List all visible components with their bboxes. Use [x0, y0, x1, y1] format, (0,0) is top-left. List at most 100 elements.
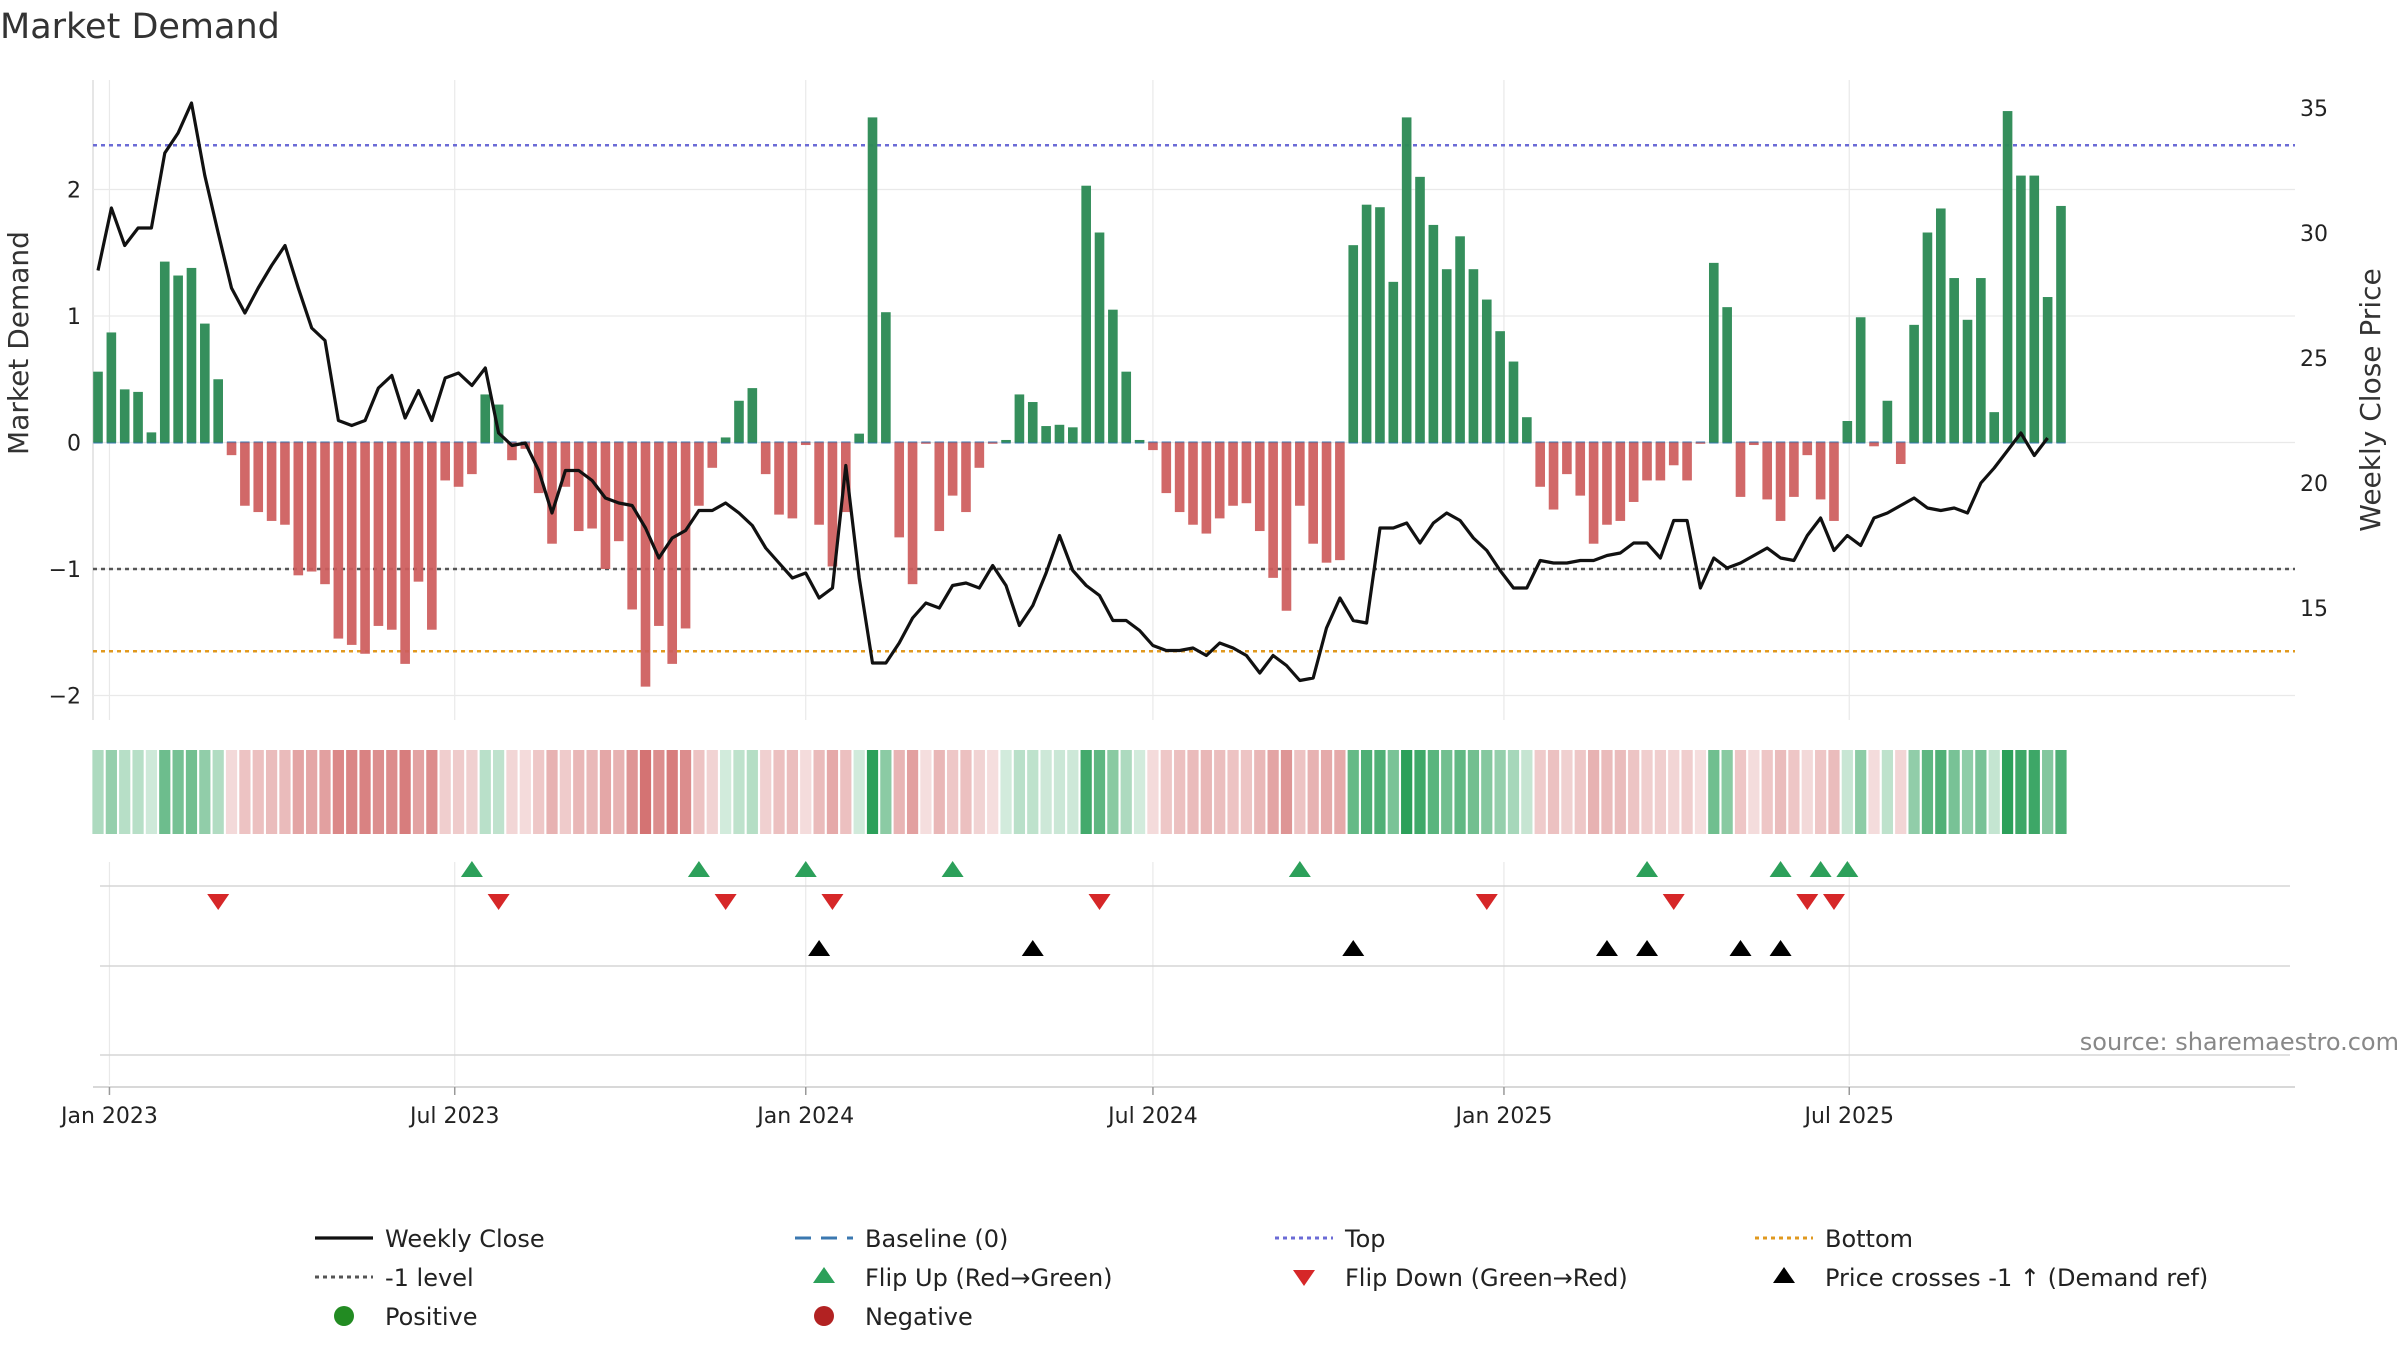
demand-bar-81 — [1174, 442, 1185, 513]
source-label: source: sharemaestro.com — [2080, 1028, 2399, 1056]
demand-bar-109 — [1548, 442, 1559, 510]
heat-cell-111 — [1574, 750, 1586, 834]
demand-bar-22 — [386, 442, 397, 630]
legend-item-9: Negative — [814, 1303, 973, 1331]
legend-item-1: Baseline (0) — [795, 1225, 1008, 1253]
demand-bar-45 — [694, 442, 704, 506]
heat-cell-102 — [1454, 750, 1466, 834]
heat-cell-146 — [2042, 750, 2054, 834]
y2-axis: 15 20 25 30 35 — [2300, 97, 2328, 622]
demand-bar-42 — [654, 442, 664, 626]
heat-cell-136 — [1908, 750, 1920, 834]
heat-cell-123 — [1734, 750, 1747, 834]
demand-bar-43 — [667, 442, 678, 664]
heat-cell-68 — [1000, 750, 1012, 834]
heat-cell-67 — [987, 750, 999, 834]
demand-bar-69 — [1014, 394, 1025, 443]
heat-cell-13 — [265, 750, 278, 834]
demand-bar-5 — [159, 261, 170, 443]
heat-cell-18 — [332, 750, 344, 834]
legend-label-6: Flip Down (Green→Red) — [1345, 1264, 1628, 1292]
demand-bar-121 — [1708, 262, 1719, 443]
demand-bar-41 — [640, 442, 651, 687]
heat-cell-25 — [426, 750, 438, 834]
flip-up-marker-7 — [1809, 861, 1832, 877]
heat-cell-109 — [1547, 750, 1560, 834]
heat-cell-29 — [479, 750, 491, 834]
heat-cell-2 — [119, 750, 131, 834]
heat-cell-113 — [1601, 750, 1613, 834]
demand-bar-142 — [1989, 412, 2000, 443]
demand-bar-29 — [480, 394, 491, 443]
heat-cell-41 — [639, 750, 652, 834]
heat-cell-57 — [853, 750, 865, 834]
demand-bar-20 — [360, 442, 370, 654]
demand-bars — [93, 111, 2066, 687]
demand-bar-145 — [2029, 175, 2040, 443]
heat-cell-39 — [613, 750, 625, 834]
y2-tick-label-3: 30 — [2300, 222, 2328, 247]
heat-cell-106 — [1507, 750, 1520, 834]
heat-cell-96 — [1374, 750, 1386, 834]
heat-cell-5 — [159, 750, 171, 834]
demand-bar-37 — [587, 442, 597, 529]
heat-cell-83 — [1200, 750, 1212, 834]
price-cross-marker-3 — [1595, 940, 1618, 956]
flip-up-marker-8 — [1836, 861, 1859, 877]
heat-cell-8 — [199, 750, 211, 834]
heat-cell-104 — [1481, 750, 1493, 834]
demand-bar-96 — [1375, 207, 1385, 443]
legend-label-7: Price crosses -1 ↑ (Demand ref) — [1825, 1264, 2208, 1292]
heat-cell-24 — [412, 750, 425, 834]
demand-bar-106 — [1508, 361, 1519, 443]
heat-cell-47 — [720, 750, 732, 834]
demand-bar-83 — [1201, 442, 1212, 534]
demand-bar-120 — [1695, 442, 1706, 444]
demand-bar-28 — [467, 442, 477, 475]
demand-bar-108 — [1535, 442, 1546, 487]
heat-cell-117 — [1654, 750, 1666, 834]
x-axis: Jan 2023 Jul 2023 Jan 2024 Jul 2024 Jan 2025… — [59, 1086, 2295, 1129]
heat-cell-119 — [1681, 750, 1693, 834]
heat-cell-27 — [452, 750, 465, 834]
heat-cell-143 — [2001, 750, 2014, 834]
heat-cell-75 — [1093, 750, 1106, 834]
demand-bar-139 — [1949, 278, 1959, 443]
demand-bar-15 — [293, 442, 304, 576]
legend-label-8: Positive — [385, 1303, 478, 1331]
legend-label-1: Baseline (0) — [865, 1225, 1008, 1253]
demand-bar-91 — [1308, 442, 1318, 544]
demand-bar-23 — [400, 442, 410, 664]
heat-cell-32 — [519, 750, 531, 834]
heat-cell-130 — [1828, 750, 1840, 834]
chart-title: Market Demand — [0, 7, 280, 47]
flip-down-marker-5 — [1475, 894, 1498, 910]
y-axis-title: Market Demand — [2, 231, 35, 455]
heat-cell-23 — [399, 750, 411, 834]
heat-cell-121 — [1708, 750, 1720, 834]
heat-cell-46 — [706, 750, 718, 834]
demand-bar-86 — [1241, 442, 1252, 504]
heat-cell-115 — [1628, 750, 1640, 834]
heat-cell-128 — [1801, 750, 1813, 834]
demand-bar-124 — [1749, 442, 1759, 446]
demand-bar-112 — [1588, 442, 1599, 544]
demand-bar-64 — [947, 442, 958, 496]
demand-bar-14 — [280, 442, 290, 525]
demand-bar-46 — [707, 442, 718, 468]
heat-cell-16 — [306, 750, 318, 834]
heat-cell-125 — [1761, 750, 1773, 834]
demand-bar-97 — [1388, 281, 1399, 443]
demand-bar-95 — [1361, 204, 1372, 443]
demand-bar-111 — [1575, 442, 1586, 496]
heat-cell-9 — [212, 750, 224, 834]
demand-bar-59 — [881, 312, 891, 443]
heat-cell-76 — [1107, 750, 1119, 834]
demand-bar-53 — [800, 442, 811, 446]
weekly-close-line — [96, 101, 2049, 683]
heat-cell-56 — [840, 750, 852, 834]
heat-cell-127 — [1788, 750, 1800, 834]
heat-cell-48 — [733, 750, 745, 834]
heat-cell-79 — [1147, 750, 1159, 834]
demand-heat-strip — [92, 750, 2067, 834]
